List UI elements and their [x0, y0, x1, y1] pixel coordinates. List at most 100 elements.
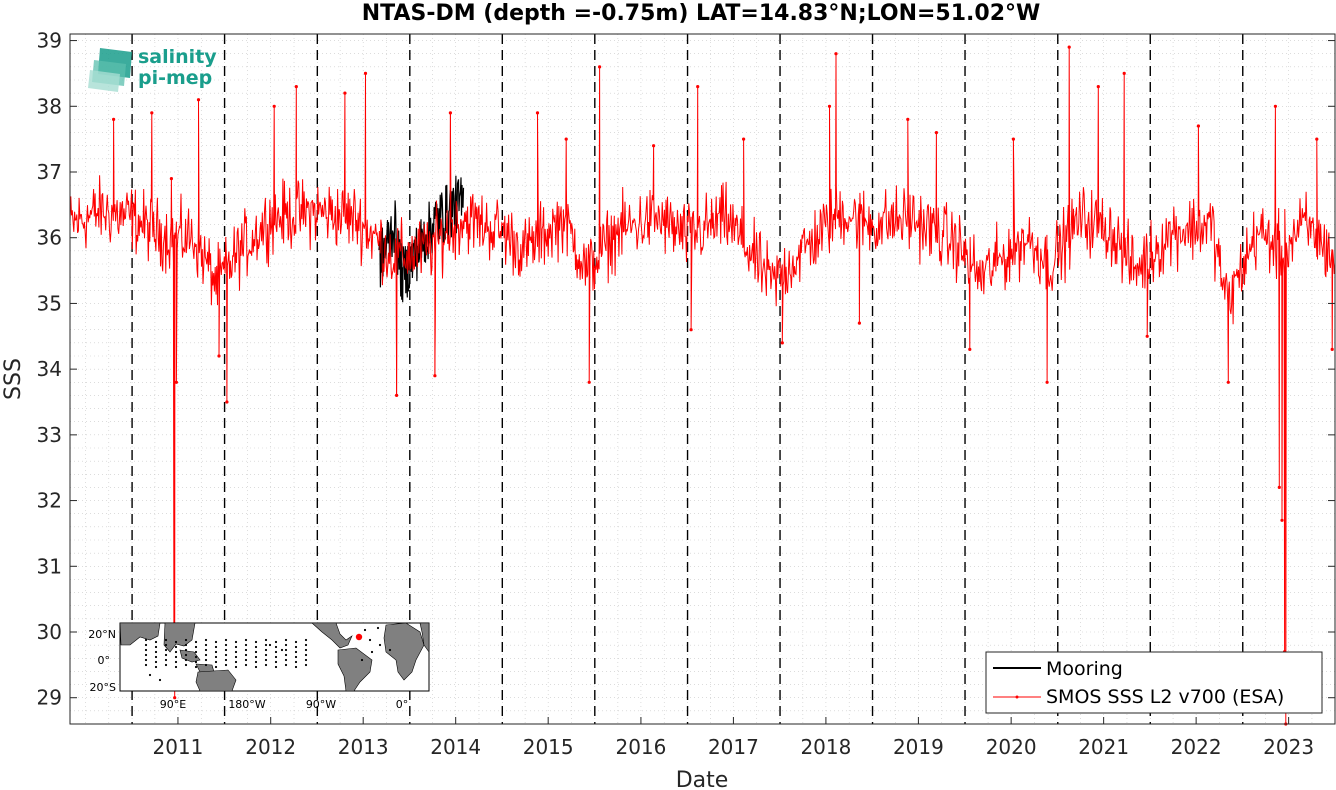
map-mooring-dot [174, 645, 178, 649]
smos-data-point [1045, 380, 1049, 384]
smos-data-point [696, 85, 700, 89]
map-mooring-dot [154, 645, 158, 649]
map-mooring-dot [214, 655, 218, 659]
y-tick-label: 32 [37, 489, 62, 513]
map-mooring-dot [184, 643, 188, 647]
map-mooring-dot [244, 638, 248, 642]
map-mooring-dot [234, 655, 238, 659]
map-lon-label-180w: 180°W [228, 698, 265, 711]
smos-data-point [1096, 85, 1100, 89]
smos-data-point [174, 380, 178, 384]
map-mooring-dot [274, 665, 278, 669]
map-mooring-dot [370, 650, 374, 654]
map-mooring-dot [154, 655, 158, 659]
y-tick-label: 34 [37, 357, 62, 381]
x-tick-label: 2019 [893, 735, 944, 759]
map-mooring-dot [274, 640, 278, 644]
map-mooring-dot [214, 660, 218, 664]
map-mooring-dot [304, 653, 308, 657]
map-mooring-dot [264, 658, 268, 662]
map-mooring-dot [214, 640, 218, 644]
smos-data-point [1122, 71, 1126, 75]
smos-data-point [934, 131, 939, 135]
inset-map-land [119, 622, 430, 692]
map-mooring-dot [234, 645, 238, 649]
x-tick-label: 2015 [523, 735, 574, 759]
map-mooring-dot [254, 665, 258, 669]
map-mooring-dot [304, 648, 308, 652]
map-mooring-dot [224, 643, 228, 647]
map-mooring-dot [274, 645, 278, 649]
smos-data-point [173, 696, 177, 700]
map-mooring-dot [154, 660, 158, 664]
map-mooring-dot [254, 655, 258, 659]
x-tick-label: 2023 [1263, 735, 1314, 759]
map-mooring-dot [244, 643, 248, 647]
x-tick-label: 2014 [430, 735, 481, 759]
map-mooring-dot [194, 665, 198, 669]
smos-data-point [363, 71, 368, 75]
map-lon-label-0: 0° [396, 698, 409, 711]
x-tick-label: 2011 [152, 735, 203, 759]
map-mooring-dot [194, 650, 198, 654]
smos-data-point [564, 137, 568, 141]
map-mooring-dot [244, 658, 248, 662]
map-mooring-dot [164, 653, 168, 657]
smos-data-point [587, 380, 591, 384]
map-mooring-dot [254, 640, 258, 644]
y-axis-ticks: 29 30 31 32 33 34 35 36 37 38 39 [37, 29, 1335, 710]
map-mooring-dot [294, 660, 298, 664]
map-mooring-dot [184, 663, 188, 667]
map-mooring-dot [244, 653, 248, 657]
map-mooring-dot [254, 645, 258, 649]
year-boundaries [131, 34, 1244, 724]
inset-map: 20°N 0° 20°S 90°E 180°W 90°W 0° [88, 622, 430, 711]
map-mooring-dot [144, 663, 148, 667]
x-axis-ticks: 2011 2012 2013 2014 2015 2016 2017 2018 2019 2020… [152, 717, 1314, 759]
y-tick-label: 35 [37, 291, 62, 315]
x-tick-label: 2017 [708, 735, 759, 759]
map-mooring-dot [264, 663, 268, 667]
smos-data-point [1273, 104, 1277, 108]
smos-data-point [1315, 137, 1319, 141]
map-mooring-dot [378, 643, 382, 647]
x-tick-label: 2022 [1171, 735, 1222, 759]
map-mooring-dot [194, 655, 198, 659]
map-mooring-dot [294, 665, 298, 669]
map-mooring-dot [214, 650, 218, 654]
smos-data-point [742, 137, 746, 141]
map-lon-label-90e: 90°E [160, 698, 186, 711]
map-mooring-dot [148, 673, 152, 677]
map-mooring-dot [174, 660, 178, 664]
smos-data-point [169, 177, 173, 181]
map-mooring-dot [204, 638, 208, 642]
map-mooring-dot [174, 655, 178, 659]
map-mooring-dot [280, 648, 284, 652]
map-mooring-dot [224, 653, 228, 657]
map-mooring-dot [234, 665, 238, 669]
grid-lines [70, 34, 1335, 725]
smos-data-point [112, 117, 116, 121]
map-mooring-dot [234, 660, 238, 664]
map-mooring-dot [244, 663, 248, 667]
map-mooring-dot [154, 640, 158, 644]
map-mooring-dot [284, 663, 288, 667]
map-mooring-dot [294, 640, 298, 644]
map-mooring-dot [164, 638, 168, 642]
smos-data-point [1145, 334, 1149, 338]
map-mooring-dot [214, 665, 218, 669]
x-tick-label: 2016 [615, 735, 666, 759]
plot-area [70, 34, 1335, 724]
smos-data-point [689, 328, 693, 332]
map-lat-label-20n: 20°N [88, 628, 116, 641]
map-mooring-dot [174, 665, 178, 669]
map-mooring-dot [224, 658, 228, 662]
map-mooring-dot [234, 650, 238, 654]
inset-map-mooring-dots [144, 626, 392, 682]
smos-data-point [827, 104, 832, 108]
salinity-pimep-logo: salinity pi-mep [88, 46, 217, 92]
map-mooring-dot [274, 660, 278, 664]
map-mooring-dot [274, 650, 278, 654]
mooring-line [378, 175, 465, 303]
